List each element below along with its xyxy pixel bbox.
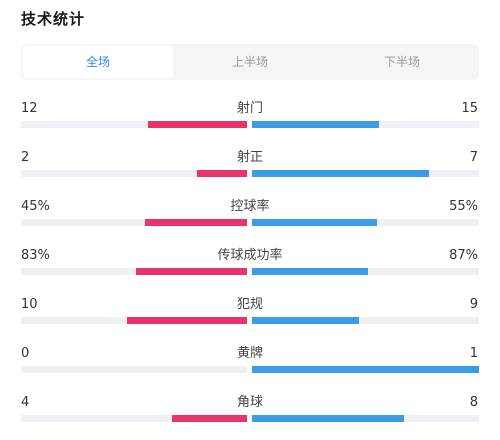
tab-first-half[interactable]: 上半场 [231,55,268,69]
home-bar [127,317,247,324]
away-value: 8 [469,395,478,410]
stat-label: 犯规 [236,297,263,312]
away-bar-track [252,121,479,128]
home-bar [148,121,247,128]
away-bar [252,415,404,422]
stat-label: 射门 [236,101,263,116]
stat-row: 83% 传球成功率 87% [0,248,500,288]
home-bar-track [21,317,247,324]
away-bar-track [252,317,479,324]
home-value: 83% [21,248,50,263]
away-bar-track [252,170,479,177]
home-value: 2 [21,150,30,165]
stat-row: 12 射门 15 [0,101,500,141]
home-value: 4 [21,395,30,410]
home-bar [145,219,247,226]
stat-row: 4 角球 8 [0,395,500,435]
home-bar [197,170,247,177]
away-bar [252,317,359,324]
period-tabs: 全场 上半场 下半场 [21,44,479,80]
home-bar-track [21,268,247,275]
away-value: 9 [469,297,478,312]
home-value: 10 [21,297,38,312]
tab-full-match[interactable]: 全场 [23,46,173,78]
stat-row: 10 犯规 9 [0,297,500,337]
stat-label: 射正 [236,150,263,165]
home-value: 12 [21,101,38,116]
away-value: 55% [449,199,478,214]
away-bar-track [252,415,479,422]
stat-label: 控球率 [230,199,270,214]
home-value: 45% [21,199,50,214]
stat-row: 0 黄牌 1 [0,346,500,386]
home-bar-track [21,219,247,226]
away-bar-track [252,268,479,275]
away-value: 15 [461,101,478,116]
away-bar [252,268,368,275]
away-bar [252,121,379,128]
tab-second-half[interactable]: 下半场 [383,55,420,69]
away-bar-track [252,219,479,226]
stat-label: 传球成功率 [217,248,283,263]
home-bar-track [21,366,247,373]
away-value: 87% [449,248,478,263]
stat-label: 黄牌 [236,346,263,361]
home-bar [172,415,247,422]
away-bar [252,366,479,373]
away-bar-track [252,366,479,373]
away-value: 1 [469,346,478,361]
away-bar [252,170,429,177]
home-value: 0 [21,346,30,361]
stat-row: 2 射正 7 [0,150,500,190]
home-bar-track [21,415,247,422]
stat-label: 角球 [236,395,263,410]
home-bar [136,268,247,275]
home-bar-track [21,121,247,128]
away-bar [252,219,377,226]
stat-row: 45% 控球率 55% [0,199,500,239]
page-title: 技术统计 [21,10,86,28]
home-bar-track [21,170,247,177]
away-value: 7 [469,150,478,165]
